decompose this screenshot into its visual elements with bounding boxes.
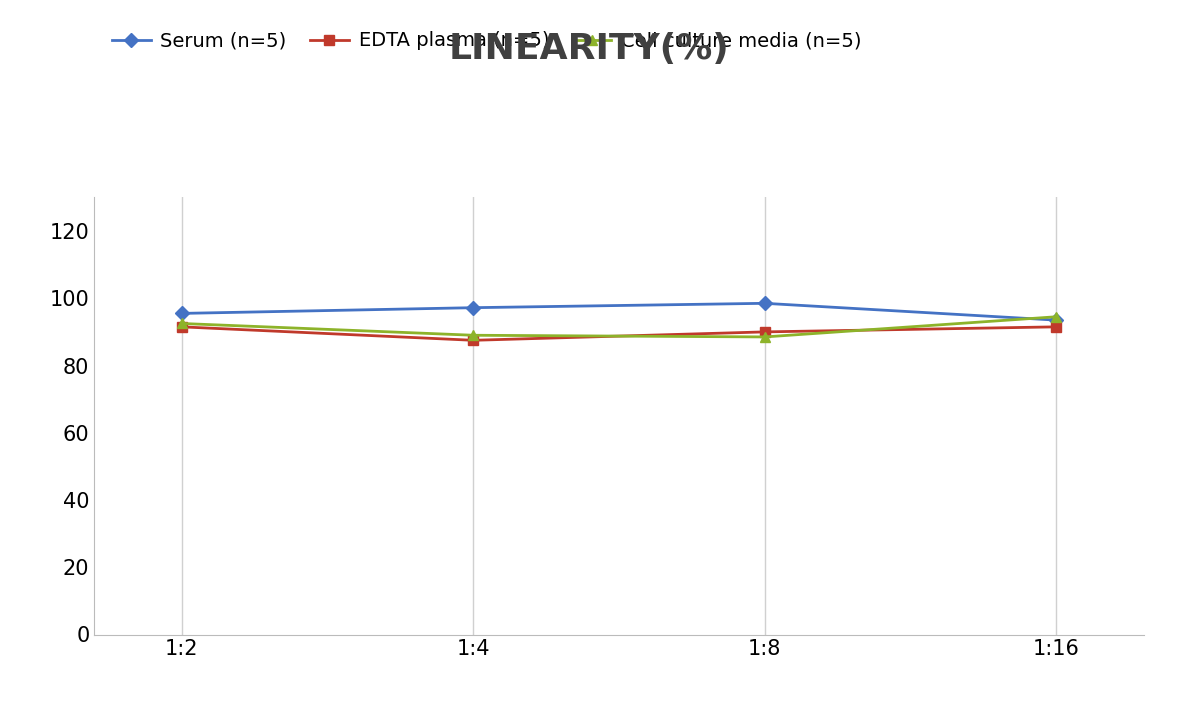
Text: LINEARITY(%): LINEARITY(%) (449, 32, 730, 66)
Legend: Serum (n=5), EDTA plasma (n=5), Cell culture media (n=5): Serum (n=5), EDTA plasma (n=5), Cell cul… (104, 23, 869, 58)
